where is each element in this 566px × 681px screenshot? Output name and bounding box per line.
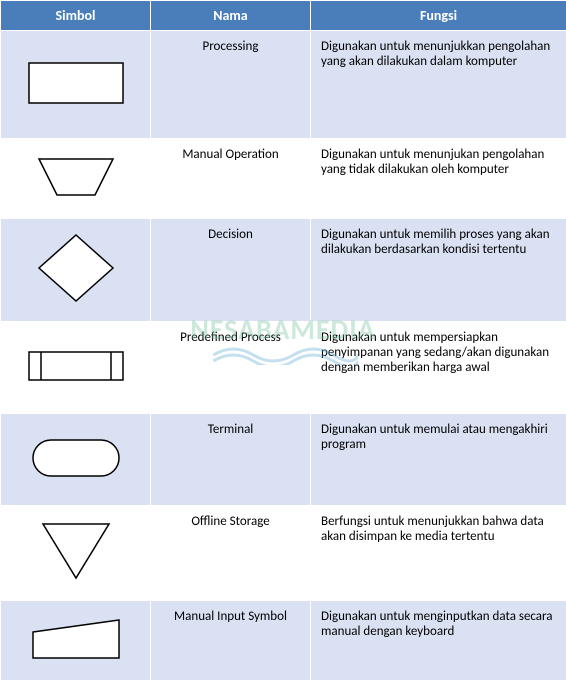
col-header-function: Fungsi [311, 1, 566, 31]
name-cell: Decision [151, 219, 311, 322]
function-cell: Berfungsi untuk menunjukkan bahwa data a… [311, 506, 566, 601]
offline-storage-icon [31, 516, 121, 586]
symbol-cell [1, 414, 151, 506]
function-cell: Digunakan untuk mempersiapkan penyimpana… [311, 322, 566, 414]
terminal-icon [21, 430, 131, 486]
symbol-cell [1, 139, 151, 219]
processing-icon [21, 53, 131, 113]
table-row: Manual Input SymbolDigunakan untuk mengi… [1, 601, 566, 681]
table-row: TerminalDigunakan untuk memulai atau men… [1, 414, 566, 506]
symbol-cell [1, 601, 151, 681]
name-cell: Predefined Process [151, 322, 311, 414]
name-cell: Processing [151, 31, 311, 139]
manual-operation-icon [21, 151, 131, 203]
flowchart-symbols-table: Simbol Nama Fungsi ProcessingDigunakan u… [0, 0, 566, 681]
table-body: ProcessingDigunakan untuk menunjukkan pe… [1, 31, 566, 681]
manual-input-icon [21, 612, 131, 666]
name-cell: Terminal [151, 414, 311, 506]
symbol-cell [1, 506, 151, 601]
function-cell: Digunakan untuk menunjukan pengolahan ya… [311, 139, 566, 219]
col-header-symbol: Simbol [1, 1, 151, 31]
table-row: Manual OperationDigunakan untuk menunjuk… [1, 139, 566, 219]
table-row: Predefined ProcessDigunakan untuk memper… [1, 322, 566, 414]
function-cell: Digunakan untuk memilih proses yang akan… [311, 219, 566, 322]
name-cell: Manual Input Symbol [151, 601, 311, 681]
function-cell: Digunakan untuk memulai atau mengakhiri … [311, 414, 566, 506]
symbol-cell [1, 322, 151, 414]
page-container: Simbol Nama Fungsi ProcessingDigunakan u… [0, 0, 566, 681]
table-row: DecisionDigunakan untuk memilih proses y… [1, 219, 566, 322]
name-cell: Manual Operation [151, 139, 311, 219]
symbol-cell [1, 31, 151, 139]
function-cell: Digunakan untuk menginputkan data secara… [311, 601, 566, 681]
predefined-process-icon [21, 344, 131, 388]
table-row: Offline StorageBerfungsi untuk menunjukk… [1, 506, 566, 601]
symbol-cell [1, 219, 151, 322]
name-cell: Offline Storage [151, 506, 311, 601]
table-row: ProcessingDigunakan untuk menunjukkan pe… [1, 31, 566, 139]
table-header-row: Simbol Nama Fungsi [1, 1, 566, 31]
col-header-name: Nama [151, 1, 311, 31]
decision-icon [31, 229, 121, 307]
function-cell: Digunakan untuk menunjukkan pengolahan y… [311, 31, 566, 139]
